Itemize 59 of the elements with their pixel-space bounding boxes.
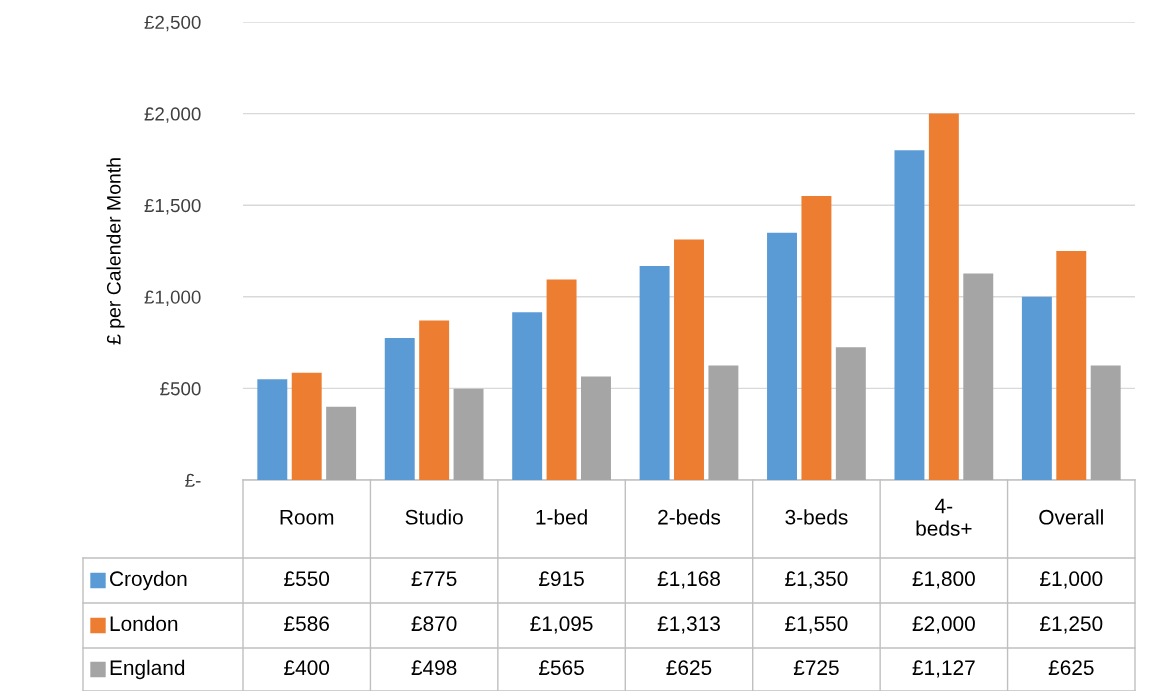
bar: [1090, 365, 1121, 480]
bar: [384, 338, 415, 480]
bar: [708, 365, 739, 480]
data-label: £1,250: [1040, 616, 1103, 634]
x-tick-label: 2-beds: [658, 509, 721, 525]
data-label: £1,127: [912, 660, 975, 678]
y-tick-label: £2,000: [144, 107, 201, 123]
y-tick-label: £-: [185, 473, 201, 487]
bar: [928, 113, 959, 480]
bar: [291, 372, 322, 480]
data-label: £870: [411, 616, 457, 632]
y-tick-label: £2,500: [144, 15, 201, 32]
bar: [419, 320, 450, 480]
data-label: £550: [284, 571, 330, 587]
bar: [326, 406, 357, 480]
bar: [1056, 251, 1087, 480]
bar: [512, 312, 543, 480]
bar: [963, 273, 994, 480]
data-label: £775: [411, 571, 457, 587]
data-label: £1,000: [1040, 571, 1103, 589]
x-tick-label: Studio: [405, 509, 463, 525]
bar: [453, 388, 484, 480]
bar: [257, 379, 288, 480]
bar: [1021, 296, 1052, 480]
data-label: £625: [666, 660, 712, 676]
data-label: £1,800: [912, 571, 975, 589]
data-label: £1,350: [785, 571, 848, 589]
y-tick-label: £1,500: [144, 198, 201, 215]
x-tick-label: 4- beds+: [916, 498, 972, 536]
data-label: £1,313: [657, 616, 720, 634]
bar: [767, 232, 797, 480]
data-label: £2,000: [912, 616, 975, 634]
bar: [835, 347, 866, 480]
data-label: £1,168: [657, 571, 720, 589]
bar: [581, 376, 611, 480]
data-label: £586: [284, 616, 329, 632]
y-axis-title: £ per Calender Month: [106, 158, 125, 345]
data-label: £498: [411, 660, 457, 676]
y-tick-label: £1,000: [144, 290, 201, 306]
x-tick-label: Room: [280, 510, 334, 525]
y-tick-label: £500: [160, 382, 201, 396]
data-label: £1,095: [530, 616, 593, 634]
bar: [894, 150, 925, 480]
data-label: £565: [538, 660, 584, 676]
x-tick-label: 1-bed: [536, 509, 587, 525]
data-label: £915: [538, 571, 584, 587]
data-label: £1,550: [785, 616, 848, 634]
data-label: £625: [1048, 660, 1094, 676]
bar: [801, 196, 832, 480]
legend-label: Croydon: [110, 570, 187, 591]
bar: [639, 266, 670, 480]
x-tick-label: 3-beds: [785, 509, 848, 525]
x-tick-label: Overall: [1039, 509, 1103, 525]
data-label: £400: [284, 660, 330, 676]
bar: [674, 239, 704, 480]
legend-label: England: [110, 659, 185, 680]
legend-label: London: [110, 615, 178, 632]
bar: [546, 279, 577, 480]
data-label: £725: [793, 660, 839, 676]
